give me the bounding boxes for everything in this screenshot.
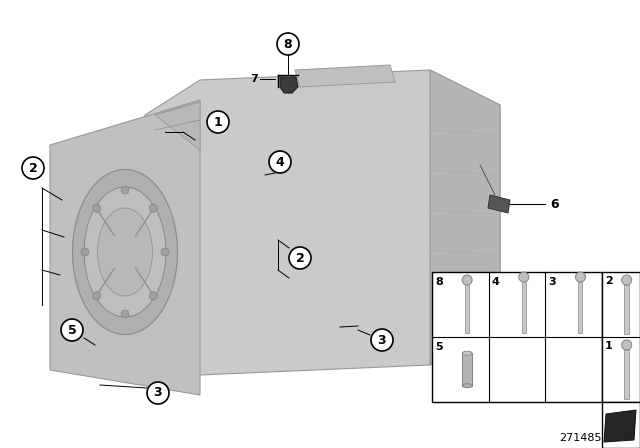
- Text: 5: 5: [68, 323, 76, 336]
- Polygon shape: [145, 70, 500, 375]
- Text: 4: 4: [276, 155, 284, 168]
- Circle shape: [371, 329, 393, 351]
- Bar: [522, 282, 526, 333]
- Circle shape: [149, 292, 157, 300]
- Text: 3: 3: [154, 387, 163, 400]
- Text: 8: 8: [435, 277, 443, 287]
- Circle shape: [269, 151, 291, 173]
- Circle shape: [61, 319, 83, 341]
- Ellipse shape: [72, 169, 177, 335]
- Ellipse shape: [462, 384, 472, 388]
- Circle shape: [575, 272, 586, 282]
- Circle shape: [121, 186, 129, 194]
- Bar: [579, 282, 582, 333]
- Bar: [602, 402, 640, 448]
- Circle shape: [93, 204, 100, 212]
- Circle shape: [289, 247, 311, 269]
- Circle shape: [621, 275, 632, 285]
- Text: 271485: 271485: [559, 433, 601, 443]
- Text: 6: 6: [550, 198, 559, 211]
- Bar: [462, 353, 472, 386]
- Text: 2: 2: [296, 251, 305, 264]
- Ellipse shape: [84, 187, 166, 317]
- Polygon shape: [604, 410, 636, 442]
- Bar: [624, 285, 629, 334]
- Circle shape: [93, 292, 100, 300]
- Text: 4: 4: [492, 277, 500, 287]
- Ellipse shape: [462, 351, 472, 355]
- Polygon shape: [280, 77, 298, 93]
- Text: 5: 5: [435, 342, 443, 352]
- Text: 1: 1: [214, 116, 222, 129]
- Text: 1: 1: [605, 341, 612, 351]
- Bar: [602, 272, 640, 402]
- Circle shape: [147, 382, 169, 404]
- Text: 2: 2: [605, 276, 612, 286]
- Polygon shape: [488, 195, 510, 213]
- Circle shape: [161, 248, 169, 256]
- Bar: [624, 350, 629, 399]
- Circle shape: [462, 275, 472, 285]
- Polygon shape: [155, 100, 200, 150]
- Circle shape: [621, 340, 632, 350]
- Text: 8: 8: [284, 38, 292, 51]
- Circle shape: [121, 310, 129, 318]
- Text: 2: 2: [29, 161, 37, 175]
- Circle shape: [207, 111, 229, 133]
- Ellipse shape: [97, 208, 152, 296]
- Circle shape: [277, 33, 299, 55]
- Bar: [432, 272, 602, 402]
- Circle shape: [22, 157, 44, 179]
- Polygon shape: [430, 70, 500, 365]
- Circle shape: [149, 204, 157, 212]
- Text: 7: 7: [250, 74, 258, 84]
- Circle shape: [81, 248, 89, 256]
- Text: 3: 3: [548, 277, 556, 287]
- Polygon shape: [50, 100, 200, 395]
- Circle shape: [519, 272, 529, 282]
- Text: 3: 3: [378, 333, 387, 346]
- Bar: [465, 285, 469, 333]
- Polygon shape: [295, 65, 395, 87]
